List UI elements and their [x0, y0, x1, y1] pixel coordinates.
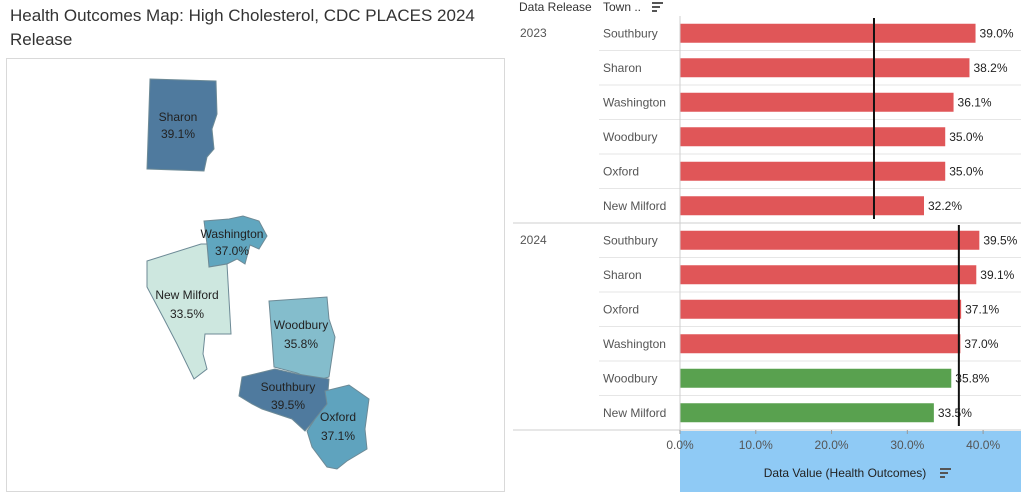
row-label-2023-washington: Washington: [603, 95, 666, 109]
value-label-2023-woodbury: 35.0%: [949, 130, 983, 144]
row-label-2024-woodbury: Woodbury: [603, 371, 657, 385]
value-label-2023-oxford: 35.0%: [949, 164, 983, 178]
value-label-2024-southbury: 39.5%: [983, 233, 1017, 247]
bar-2023-woodbury[interactable]: [680, 127, 946, 147]
row-label-2023-southbury: Southbury: [603, 26, 658, 40]
x-tick-label-2: 20.0%: [815, 438, 849, 452]
town-map[interactable]: Sharon 39.1% Washington 37.0% New Milfor…: [6, 58, 505, 492]
value-label-2024-oxford: 37.1%: [965, 302, 999, 316]
value-label-2024-sharon: 39.1%: [980, 268, 1014, 282]
bar-chart-panel[interactable]: Data Release Town .. 2023 Southbury 39.0% S…: [513, 0, 1021, 492]
row-label-2023-sharon: Sharon: [603, 61, 642, 75]
x-tick-label-3: 30.0%: [890, 438, 924, 452]
value-label-2024-new-milford: 33.5%: [938, 406, 972, 420]
bar-2024-sharon[interactable]: [680, 265, 977, 285]
map-town-sharon[interactable]: [146, 78, 218, 172]
row-label-2024-new-milford: New Milford: [603, 406, 666, 420]
x-axis-band: [680, 431, 1021, 492]
group-label-2023: 2023: [520, 26, 547, 40]
bar-2023-oxford[interactable]: [680, 161, 946, 181]
row-label-2023-new-milford: New Milford: [603, 199, 666, 213]
map-town-southbury[interactable]: [238, 368, 330, 432]
row-label-2023-woodbury: Woodbury: [603, 130, 657, 144]
map-town-oxford[interactable]: [306, 384, 370, 470]
bar-2024-southbury[interactable]: [680, 230, 980, 250]
bar-2023-new-milford[interactable]: [680, 196, 925, 216]
bar-chart-svg[interactable]: Data Release Town .. 2023 Southbury 39.0% S…: [513, 0, 1021, 492]
bar-2024-woodbury[interactable]: [680, 368, 952, 388]
map-town-new-milford[interactable]: [146, 243, 232, 380]
map-label-sharon-value: 39.1%: [161, 127, 195, 141]
bar-2024-washington[interactable]: [680, 334, 961, 354]
bar-2024-new-milford[interactable]: [680, 403, 934, 423]
map-label-woodbury-name: Woodbury: [274, 318, 328, 332]
sort-icon[interactable]: [652, 2, 663, 12]
bar-2024-oxford[interactable]: [680, 299, 962, 319]
header-town[interactable]: Town ..: [603, 0, 641, 14]
bar-2023-southbury[interactable]: [680, 23, 976, 43]
map-label-new-milford-value: 33.5%: [170, 307, 204, 321]
map-label-new-milford-name: New Milford: [155, 288, 218, 302]
group-label-2024: 2024: [520, 233, 547, 247]
x-tick-label-1: 10.0%: [739, 438, 773, 452]
x-axis-title[interactable]: Data Value (Health Outcomes): [764, 466, 927, 480]
row-label-2024-oxford: Oxford: [603, 302, 639, 316]
map-label-sharon-name: Sharon: [159, 110, 198, 124]
value-label-2024-washington: 37.0%: [964, 337, 998, 351]
value-label-2023-southbury: 39.0%: [980, 26, 1014, 40]
value-label-2023-sharon: 38.2%: [973, 61, 1007, 75]
map-svg[interactable]: Sharon 39.1% Washington 37.0% New Milfor…: [7, 59, 506, 493]
chart-body: 2023 Southbury 39.0% Sharon 38.2% Washington 3…: [513, 16, 1021, 452]
row-label-2024-sharon: Sharon: [603, 268, 642, 282]
value-label-2024-woodbury: 35.8%: [955, 371, 989, 385]
page-title: Health Outcomes Map: High Cholesterol, C…: [10, 6, 475, 49]
map-label-southbury-name: Southbury: [261, 380, 316, 394]
axis-sort-icon[interactable]: [940, 468, 951, 478]
map-label-washington-name: Washington: [201, 227, 264, 241]
map-label-woodbury-value: 35.8%: [284, 337, 318, 351]
header-data-release[interactable]: Data Release: [519, 0, 592, 14]
bar-2023-washington[interactable]: [680, 92, 954, 112]
x-tick-label-4: 40.0%: [966, 438, 1000, 452]
bar-2023-sharon[interactable]: [680, 58, 970, 78]
x-tick-label-0: 0.0%: [666, 438, 694, 452]
row-label-2023-oxford: Oxford: [603, 164, 639, 178]
value-label-2023-washington: 36.1%: [958, 95, 992, 109]
value-label-2023-new-milford: 32.2%: [928, 199, 962, 213]
map-label-washington-value: 37.0%: [215, 244, 249, 258]
map-label-oxford-value: 37.1%: [321, 429, 355, 443]
row-label-2024-washington: Washington: [603, 337, 666, 351]
map-town-washington[interactable]: [203, 215, 268, 268]
map-label-southbury-value: 39.5%: [271, 398, 305, 412]
map-label-oxford-name: Oxford: [320, 410, 356, 424]
row-label-2024-southbury: Southbury: [603, 233, 658, 247]
